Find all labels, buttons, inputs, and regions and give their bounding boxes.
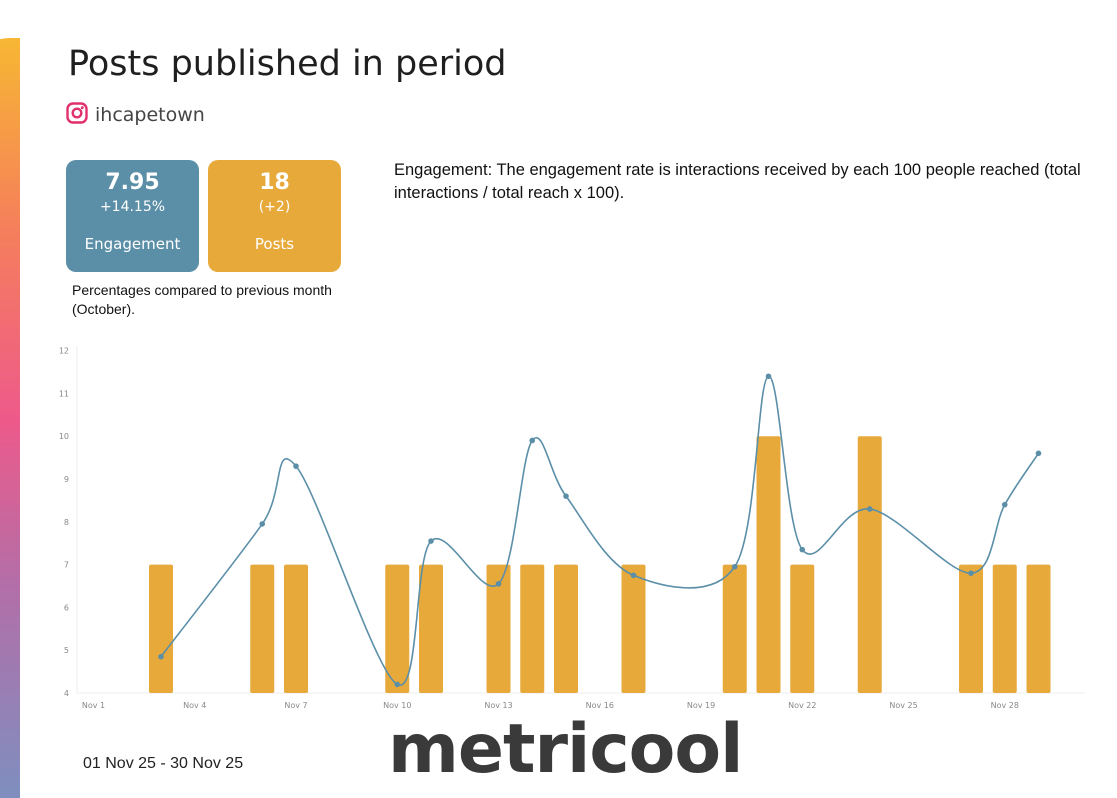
engagement-point xyxy=(293,463,299,469)
x-tick-label: Nov 28 xyxy=(991,701,1019,710)
account-name: ihcapetown xyxy=(95,104,205,126)
engagement-definition: Engagement: The engagement rate is inter… xyxy=(394,161,1081,202)
x-tick-label: Nov 19 xyxy=(687,701,715,710)
engagement-point xyxy=(731,563,738,570)
posts-card: 18 (+2) Posts xyxy=(208,160,341,272)
engagement-point xyxy=(765,373,772,380)
engagement-point xyxy=(799,546,806,553)
posts-bar xyxy=(756,436,781,693)
posts-bar xyxy=(250,564,275,693)
x-tick-label: Nov 1 xyxy=(82,701,105,710)
y-tick-label: 9 xyxy=(64,475,69,484)
posts-bar xyxy=(722,564,747,693)
y-tick-label: 4 xyxy=(64,689,69,698)
posts-bar xyxy=(1026,564,1051,693)
y-tick-label: 5 xyxy=(64,646,69,655)
engagement-delta: +14.15% xyxy=(99,199,166,215)
x-tick-label: Nov 4 xyxy=(183,701,206,710)
comparison-note: Percentages compared to previous month (… xyxy=(72,282,332,317)
engagement-point xyxy=(529,437,536,444)
engagement-point xyxy=(394,681,401,688)
posts-bar xyxy=(554,564,578,693)
date-range: 01 Nov 25 - 30 Nov 25 xyxy=(83,755,244,772)
engagement-point xyxy=(158,653,164,660)
posts-delta: (+2) xyxy=(258,199,291,215)
engagement-value: 7.95 xyxy=(105,170,160,195)
posts-bar xyxy=(621,564,646,693)
engagement-point xyxy=(866,506,873,512)
instagram-icon xyxy=(66,102,88,128)
account-row: ihcapetown xyxy=(66,102,205,128)
engagement-point xyxy=(968,570,974,576)
y-tick-label: 6 xyxy=(64,603,69,612)
engagement-point xyxy=(259,521,266,527)
engagement-point xyxy=(630,572,637,579)
posts-bar xyxy=(520,564,545,693)
x-tick-label: Nov 16 xyxy=(586,701,614,710)
x-tick-label: Nov 10 xyxy=(383,701,411,710)
posts-bar xyxy=(149,564,173,693)
y-tick-label: 7 xyxy=(64,561,69,570)
engagement-card: 7.95 +14.15% Engagement xyxy=(66,160,199,272)
x-tick-label: Nov 7 xyxy=(284,701,307,710)
posts-bar xyxy=(385,564,410,693)
posts-bar xyxy=(992,564,1017,693)
engagement-point xyxy=(563,493,569,499)
engagement-point xyxy=(428,538,434,544)
y-tick-label: 11 xyxy=(59,389,69,398)
posts-bar xyxy=(486,564,511,693)
metricool-logo: metricool xyxy=(388,710,743,789)
posts-bar xyxy=(857,436,882,693)
engagement-point xyxy=(1001,501,1008,508)
x-tick-label: Nov 22 xyxy=(788,701,816,710)
engagement-point xyxy=(495,581,502,587)
posts-bar xyxy=(419,564,443,693)
x-tick-label: Nov 13 xyxy=(484,701,512,710)
engagement-point xyxy=(1035,450,1042,457)
x-tick-label: Nov 25 xyxy=(889,701,917,710)
posts-label: Posts xyxy=(254,235,295,253)
side-accent-bar xyxy=(0,38,20,798)
posts-bar xyxy=(790,564,815,693)
y-tick-label: 8 xyxy=(64,518,69,527)
posts-bar xyxy=(284,564,308,693)
y-tick-label: 10 xyxy=(59,432,69,441)
y-tick-label: 12 xyxy=(59,347,69,356)
page-title: Posts published in period xyxy=(68,44,507,84)
posts-value: 18 xyxy=(259,170,290,195)
engagement-label: Engagement xyxy=(84,235,181,253)
posts-bar xyxy=(959,564,983,693)
